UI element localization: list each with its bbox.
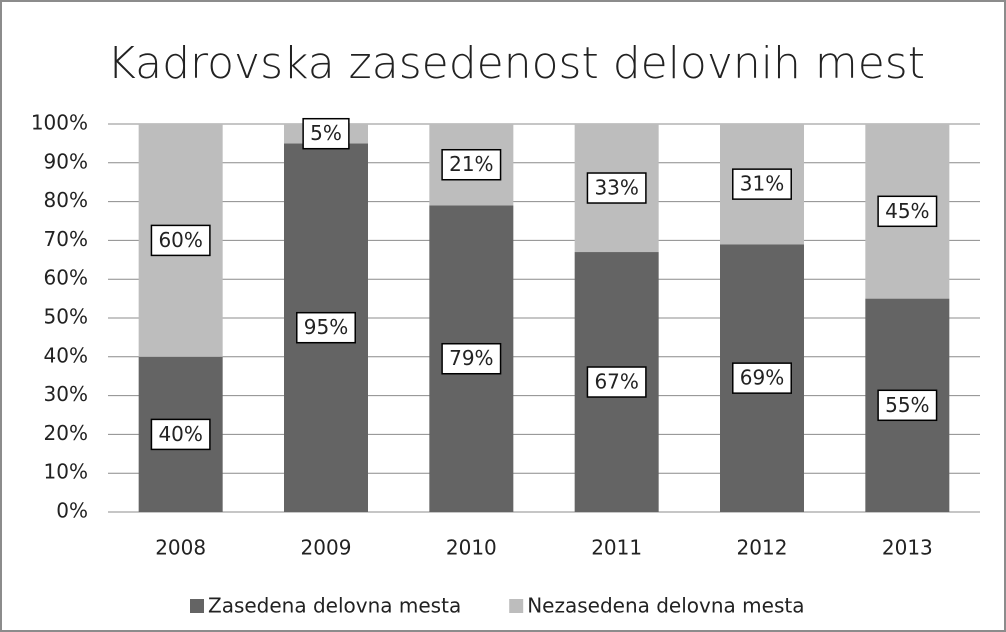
data-label: 95% xyxy=(296,311,356,344)
y-tick-label: 70% xyxy=(44,227,88,251)
data-label-box xyxy=(586,172,647,204)
data-label-box xyxy=(586,366,647,398)
y-tick-label: 60% xyxy=(44,266,88,290)
data-label-box xyxy=(441,148,502,181)
data-label: 69% xyxy=(732,362,792,394)
data-label-box xyxy=(150,418,211,451)
y-tick-label: 10% xyxy=(44,460,88,484)
data-label: 79% xyxy=(441,342,502,375)
data-label-text: 67% xyxy=(594,370,638,394)
x-tick-label: 2011 xyxy=(591,536,642,560)
data-label: 55% xyxy=(877,389,938,422)
data-label-text: 33% xyxy=(594,176,638,200)
data-label-text: 95% xyxy=(304,315,348,339)
data-label-box xyxy=(877,389,938,422)
data-label: 21% xyxy=(441,148,502,181)
data-label-text: 55% xyxy=(885,393,929,417)
data-label-text: 79% xyxy=(449,346,493,370)
data-label-text: 69% xyxy=(740,366,784,390)
data-label-box xyxy=(150,224,211,257)
legend-swatch xyxy=(509,599,524,613)
legend-label: Zasedena delovna mesta xyxy=(208,594,461,618)
y-tick-label: 100% xyxy=(31,111,88,135)
y-tick-label: 0% xyxy=(56,499,88,523)
y-tick-label: 20% xyxy=(44,421,88,445)
data-label-box xyxy=(441,342,502,375)
x-tick-label: 2012 xyxy=(737,536,788,560)
y-tick-label: 50% xyxy=(44,305,88,329)
y-tick-label: 30% xyxy=(44,382,88,406)
x-tick-label: 2008 xyxy=(155,536,206,560)
data-label-box xyxy=(302,117,350,150)
data-label-text: 31% xyxy=(740,172,784,196)
data-label: 45% xyxy=(877,195,938,228)
data-label-text: 40% xyxy=(158,422,202,446)
y-tick-label: 90% xyxy=(44,149,88,173)
x-tick-label: 2009 xyxy=(301,536,352,560)
data-label: 67% xyxy=(586,366,647,398)
data-label-box xyxy=(732,362,792,394)
data-label: 33% xyxy=(586,172,647,204)
y-tick-label: 80% xyxy=(44,188,88,212)
data-label: 31% xyxy=(732,168,792,200)
data-label-box xyxy=(877,195,938,228)
data-label-text: 60% xyxy=(158,228,202,252)
data-label: 60% xyxy=(150,224,211,257)
y-tick-label: 40% xyxy=(44,343,88,367)
data-label-box xyxy=(296,311,356,344)
data-label-text: 5% xyxy=(310,121,342,145)
data-label: 5% xyxy=(302,117,350,150)
x-tick-label: 2013 xyxy=(882,536,933,560)
legend-label: Nezasedena delovna mesta xyxy=(527,594,804,618)
chart-title: Kadrovska zasedenost delovnih mest xyxy=(107,38,925,89)
data-label-text: 45% xyxy=(885,199,929,223)
legend-swatch xyxy=(190,599,204,613)
data-label-text: 21% xyxy=(449,152,493,176)
data-label-box xyxy=(732,168,792,200)
data-label: 40% xyxy=(150,418,211,451)
x-tick-label: 2010 xyxy=(446,536,497,560)
